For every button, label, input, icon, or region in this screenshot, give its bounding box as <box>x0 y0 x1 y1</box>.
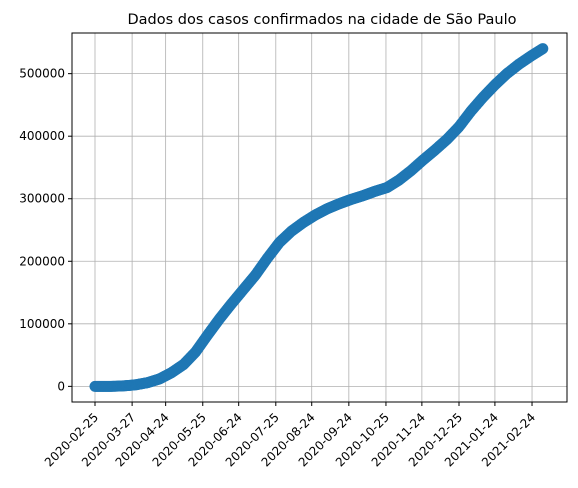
x-axis: 2020-02-252020-03-272020-04-242020-05-25… <box>42 402 538 469</box>
y-tick-label: 400000 <box>19 129 65 143</box>
y-tick-label: 200000 <box>19 254 65 268</box>
plot-frame <box>71 32 568 403</box>
chart-title: Dados dos casos confirmados na cidade de… <box>128 12 517 28</box>
y-tick-label: 300000 <box>19 192 65 206</box>
y-tick-label: 0 <box>57 379 65 393</box>
y-axis: 0 100000 200000 300000 400000 500000 <box>19 67 72 393</box>
y-tick-label: 100000 <box>19 317 65 331</box>
data-point <box>537 43 549 55</box>
data-points <box>89 43 549 392</box>
y-tick-label: 500000 <box>19 67 65 81</box>
